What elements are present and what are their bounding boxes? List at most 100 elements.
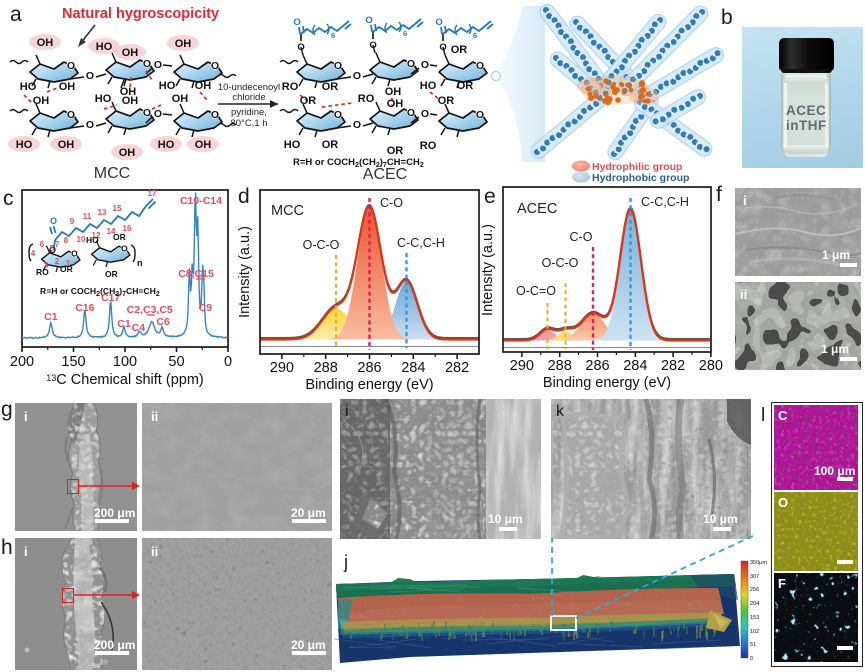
svg-text:6: 6 bbox=[40, 240, 45, 249]
svg-text:RO: RO bbox=[420, 140, 437, 152]
svg-text:150: 150 bbox=[61, 354, 85, 370]
svg-text:d: d bbox=[238, 185, 250, 208]
svg-text:OR: OR bbox=[322, 139, 339, 151]
svg-text:HO: HO bbox=[86, 235, 99, 245]
svg-text:OR: OR bbox=[105, 269, 118, 279]
svg-text:286: 286 bbox=[585, 358, 609, 374]
svg-text:OH: OH bbox=[119, 147, 136, 159]
svg-text:O: O bbox=[50, 216, 57, 226]
svg-text:OH: OH bbox=[59, 81, 76, 93]
svg-text:290: 290 bbox=[270, 360, 294, 376]
svg-text:HO: HO bbox=[16, 139, 33, 151]
svg-text:Binding energy (eV): Binding energy (eV) bbox=[543, 375, 671, 391]
svg-text:C8,C15: C8,C15 bbox=[178, 268, 214, 280]
svg-text:C17: C17 bbox=[101, 292, 120, 304]
svg-text:OH: OH bbox=[175, 38, 192, 50]
svg-text:OH: OH bbox=[122, 47, 139, 59]
svg-text:50: 50 bbox=[168, 354, 184, 370]
svg-text:OH: OH bbox=[122, 95, 139, 107]
svg-text:C16: C16 bbox=[75, 302, 94, 314]
svg-text:Intensity (a.u.): Intensity (a.u.) bbox=[237, 226, 253, 318]
svg-text:80°C,1 h: 80°C,1 h bbox=[230, 118, 267, 129]
svg-text:O: O bbox=[154, 59, 162, 71]
svg-text:HO: HO bbox=[420, 80, 437, 92]
svg-text:102: 102 bbox=[750, 629, 759, 635]
svg-text:OR: OR bbox=[451, 44, 468, 56]
svg-text:HO: HO bbox=[96, 41, 113, 53]
svg-text:OH: OH bbox=[58, 139, 75, 151]
svg-text:MCC: MCC bbox=[271, 203, 304, 219]
svg-text:RO: RO bbox=[358, 93, 375, 105]
svg-text:OH: OH bbox=[172, 93, 189, 105]
svg-text:14: 14 bbox=[107, 227, 116, 236]
svg-text:17: 17 bbox=[148, 189, 157, 198]
svg-text:280: 280 bbox=[699, 358, 723, 374]
svg-text:OH: OH bbox=[120, 86, 137, 98]
svg-text:C1: C1 bbox=[117, 318, 131, 330]
svg-text:307: 307 bbox=[750, 574, 759, 580]
svg-text:OH: OH bbox=[195, 80, 212, 92]
svg-text:11: 11 bbox=[83, 212, 92, 221]
svg-text:4: 4 bbox=[31, 249, 36, 258]
svg-text:ACEC: ACEC bbox=[517, 201, 557, 217]
svg-text:OR: OR bbox=[457, 80, 474, 92]
svg-text:10: 10 bbox=[77, 235, 86, 244]
svg-text:C-C,C-H: C-C,C-H bbox=[397, 236, 445, 250]
svg-text:2: 2 bbox=[55, 257, 60, 266]
svg-text:284: 284 bbox=[401, 360, 425, 376]
svg-text:OH: OH bbox=[33, 95, 50, 107]
svg-text:HO: HO bbox=[159, 80, 176, 92]
svg-text:200: 200 bbox=[10, 354, 34, 370]
svg-text:Binding energy (eV): Binding energy (eV) bbox=[305, 377, 433, 393]
svg-text:O: O bbox=[86, 70, 94, 82]
svg-text:153: 153 bbox=[750, 615, 759, 621]
svg-text:0: 0 bbox=[750, 656, 753, 662]
svg-text:R=H or COCH2(CH2)7CH=CH2: R=H or COCH2(CH2)7CH=CH2 bbox=[293, 157, 424, 169]
svg-text:Intensity (a.u.): Intensity (a.u.) bbox=[482, 224, 496, 316]
svg-text:C4: C4 bbox=[132, 322, 146, 334]
svg-text:C9: C9 bbox=[199, 302, 213, 314]
svg-text:OR: OR bbox=[60, 264, 73, 274]
svg-text:10-undecenoyl: 10-undecenoyl bbox=[218, 82, 280, 93]
svg-text:OR: OR bbox=[322, 81, 339, 93]
svg-text:a: a bbox=[10, 3, 22, 26]
svg-text:51: 51 bbox=[750, 642, 756, 648]
svg-text:OR: OR bbox=[300, 95, 317, 107]
svg-text:O-C-O: O-C-O bbox=[542, 256, 579, 270]
svg-text:204: 204 bbox=[750, 601, 759, 607]
svg-text:OR: OR bbox=[438, 95, 455, 107]
svg-text:OR: OR bbox=[113, 232, 126, 242]
svg-text:pyridine,: pyridine, bbox=[231, 107, 267, 118]
svg-text:OH: OH bbox=[37, 37, 54, 49]
svg-text:ACEC: ACEC bbox=[363, 166, 407, 183]
svg-text:O: O bbox=[154, 108, 162, 120]
svg-text:O: O bbox=[353, 119, 361, 131]
svg-text:282: 282 bbox=[661, 358, 685, 374]
svg-text:RO: RO bbox=[36, 267, 49, 277]
svg-text:C-C,C-H: C-C,C-H bbox=[641, 195, 689, 209]
svg-text:5: 5 bbox=[50, 244, 55, 253]
svg-text:O: O bbox=[421, 59, 429, 71]
svg-text:HO: HO bbox=[158, 139, 175, 151]
svg-text:OH: OH bbox=[387, 98, 404, 110]
svg-text:R=H or COCH2(CH2)7CH=CH2: R=H or COCH2(CH2)7CH=CH2 bbox=[40, 286, 160, 298]
svg-text:13: 13 bbox=[98, 208, 107, 217]
svg-text:3: 3 bbox=[44, 261, 49, 270]
svg-text:16: 16 bbox=[123, 224, 132, 233]
svg-text:282: 282 bbox=[445, 360, 469, 376]
svg-text:RO: RO bbox=[282, 81, 299, 93]
svg-text:1: 1 bbox=[66, 259, 71, 268]
svg-text:O: O bbox=[86, 119, 94, 131]
svg-text:13C Chemical shift (ppm): 13C Chemical shift (ppm) bbox=[46, 372, 203, 388]
svg-text:C1: C1 bbox=[44, 311, 58, 323]
svg-text:O: O bbox=[421, 108, 429, 120]
svg-text:chloride: chloride bbox=[232, 92, 265, 103]
svg-text:286: 286 bbox=[357, 360, 381, 376]
svg-text:Natural hygroscopicity: Natural hygroscopicity bbox=[62, 6, 219, 22]
svg-text:C-O: C-O bbox=[570, 230, 593, 244]
svg-text:c: c bbox=[3, 187, 14, 210]
svg-text:OH: OH bbox=[385, 86, 402, 98]
svg-text:15: 15 bbox=[113, 204, 122, 213]
svg-text:9: 9 bbox=[70, 217, 75, 226]
svg-text:12: 12 bbox=[92, 231, 101, 240]
